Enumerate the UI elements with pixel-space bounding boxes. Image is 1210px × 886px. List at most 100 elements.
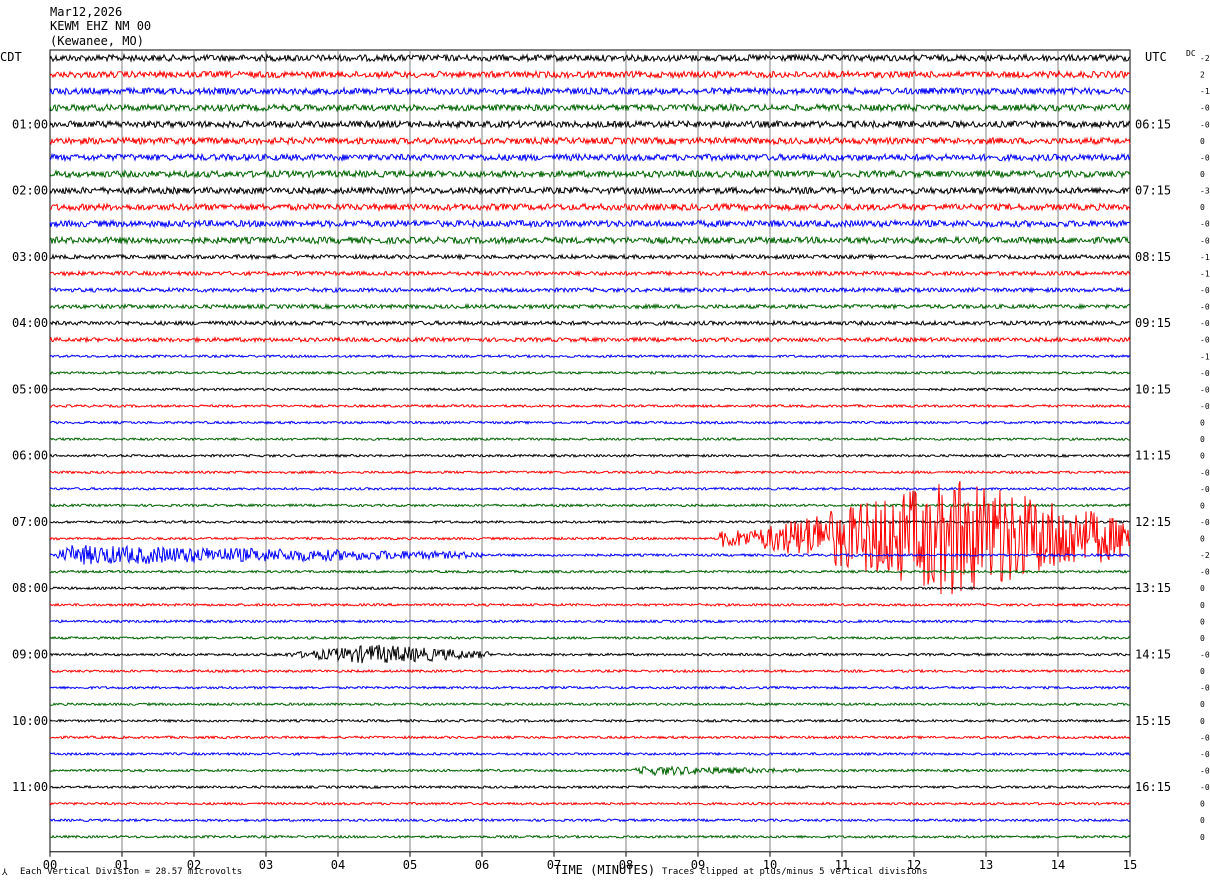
- dc-offset-label: -0: [1200, 336, 1210, 345]
- left-hour-label: 03:00: [12, 250, 48, 264]
- dc-offset-label: 0: [1200, 717, 1205, 726]
- dc-offset-label: 0: [1200, 634, 1205, 643]
- right-hour-label: 10:15: [1135, 382, 1171, 396]
- dc-offset-label: -1: [1200, 352, 1210, 361]
- seismic-trace: [49, 302, 1131, 311]
- seismic-trace: [49, 481, 1131, 595]
- left-hour-label: 07:00: [12, 515, 48, 529]
- seismic-trace: [49, 685, 1131, 691]
- dc-offset-label: -0: [1200, 385, 1210, 394]
- dc-offset-label: 0: [1200, 617, 1205, 626]
- footer-mark: ⅄: [2, 868, 8, 878]
- seismic-trace: [49, 602, 1131, 608]
- dc-offset-label: -0: [1200, 236, 1210, 245]
- left-hour-label: 06:00: [12, 449, 48, 463]
- dc-offset-label: -0: [1200, 286, 1210, 295]
- seismic-trace: [49, 353, 1131, 359]
- seismic-trace: [49, 102, 1131, 113]
- x-tick-label: 03: [259, 858, 273, 872]
- seismic-trace: [49, 751, 1131, 757]
- x-tick-label: 13: [979, 858, 993, 872]
- plot-frame: [49, 49, 1131, 853]
- dc-offset-label: -0: [1200, 319, 1210, 328]
- x-tick-label: 10: [763, 858, 777, 872]
- seismic-trace: [49, 235, 1131, 246]
- dc-offset-label: 0: [1200, 800, 1205, 809]
- seismic-trace: [49, 502, 1131, 508]
- dc-offset-label: -0: [1200, 518, 1210, 527]
- seismic-trace: [49, 734, 1131, 740]
- seismic-trace: [49, 319, 1131, 327]
- seismic-trace: [49, 644, 1131, 664]
- dc-offset-label: -1: [1200, 269, 1210, 278]
- seismic-trace: [49, 619, 1131, 624]
- x-tick-label: 00: [43, 858, 57, 872]
- seismic-trace: [49, 718, 1131, 724]
- right-hour-label: 12:15: [1135, 515, 1171, 529]
- dc-offset-label: -0: [1200, 468, 1210, 477]
- dc-offset-label: 0: [1200, 435, 1205, 444]
- x-tick-label: 02: [187, 858, 201, 872]
- x-axis-title: TIME (MINUTES): [554, 863, 656, 877]
- dc-offset-label: -0: [1200, 767, 1210, 776]
- dc-offset-label: -0: [1200, 733, 1210, 742]
- dc-offset-label: 0: [1200, 535, 1205, 544]
- right-hour-label: 11:15: [1135, 449, 1171, 463]
- dc-offset-label: 0: [1200, 452, 1205, 461]
- seismic-trace: [49, 218, 1131, 229]
- dc-offset-label: 0: [1200, 170, 1205, 179]
- seismic-trace: [49, 286, 1131, 294]
- x-tick-label: 06: [475, 858, 489, 872]
- seismic-trace: [49, 635, 1131, 641]
- right-hour-label: 16:15: [1135, 780, 1171, 794]
- seismic-trace: [49, 784, 1131, 790]
- dc-offset-label: -2: [1200, 54, 1210, 63]
- seismic-trace: [49, 701, 1131, 707]
- left-hour-label: 02:00: [12, 184, 48, 198]
- right-hour-label: 09:15: [1135, 316, 1171, 330]
- seismic-trace: [49, 469, 1131, 475]
- x-tick-label: 11: [835, 858, 849, 872]
- seismic-trace: [49, 69, 1131, 80]
- x-tick-label: 08: [619, 858, 633, 872]
- x-tick-label: 12: [907, 858, 921, 872]
- seismic-trace: [49, 569, 1131, 575]
- dc-offset-label: 0: [1200, 700, 1205, 709]
- seismic-trace: [49, 585, 1131, 591]
- dc-offset-label: 0: [1200, 203, 1205, 212]
- seismic-trace: [50, 253, 1131, 261]
- left-timezone-label: CDT: [0, 50, 22, 64]
- dc-offset-label: -0: [1200, 651, 1210, 660]
- dc-offset-label: -0: [1200, 153, 1210, 162]
- dc-offset-label: 0: [1200, 601, 1205, 610]
- seismic-trace: [49, 335, 1131, 344]
- seismic-trace: [49, 185, 1130, 196]
- seismic-trace: [49, 403, 1131, 409]
- x-tick-label: 15: [1123, 858, 1137, 872]
- right-hour-label: 15:15: [1135, 714, 1171, 728]
- seismic-trace: [49, 119, 1131, 130]
- seismic-trace: [49, 544, 1130, 565]
- left-hour-label: 01:00: [12, 117, 48, 131]
- right-hour-label: 06:15: [1135, 117, 1171, 131]
- dc-offset-label: 0: [1200, 833, 1205, 842]
- seismic-trace: [49, 668, 1131, 674]
- dc-offset-label: -0: [1200, 783, 1210, 792]
- dc-offset-label: -1: [1200, 253, 1210, 262]
- seismic-trace: [49, 765, 1131, 777]
- seismic-trace: [49, 135, 1131, 146]
- dc-offset-label: -0: [1200, 120, 1210, 129]
- seismic-trace: [49, 834, 1131, 840]
- dc-offset-label: -0: [1200, 104, 1210, 113]
- seismic-trace: [49, 420, 1131, 425]
- right-hour-label: 14:15: [1135, 648, 1171, 662]
- dc-offset-label: -0: [1200, 485, 1210, 494]
- clip-note: Traces clipped at plus/minus 5 vertical …: [662, 867, 928, 877]
- seismic-trace: [49, 387, 1131, 392]
- left-hour-label: 11:00: [12, 780, 48, 794]
- seismic-trace: [49, 168, 1131, 180]
- x-tick-label: 14: [1051, 858, 1065, 872]
- seismic-trace: [49, 52, 1131, 63]
- dc-offset-label: -0: [1200, 220, 1210, 229]
